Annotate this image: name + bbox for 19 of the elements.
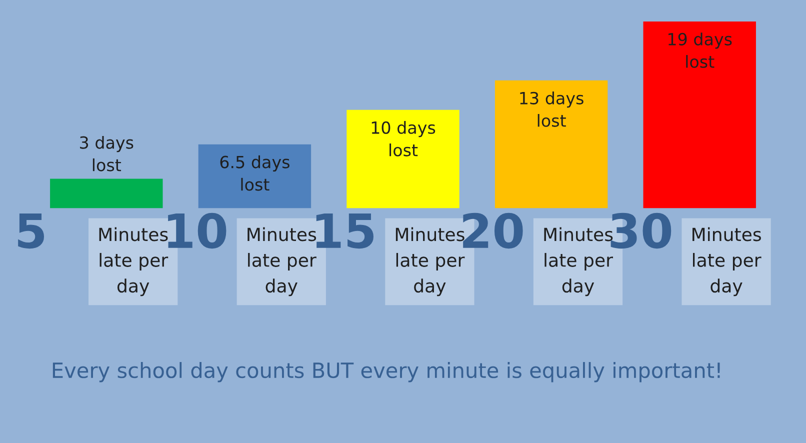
data-label: 10 days lost: [372, 121, 436, 156]
x-tick-label: 20: [463, 212, 523, 249]
text: Minutes late per day: [248, 227, 316, 296]
x-tick-label: 30: [610, 212, 672, 249]
x-tick-label: 10: [168, 212, 226, 249]
bar: [643, 21, 756, 208]
x-tick-label: 5: [18, 213, 44, 249]
data-label: 19 days lost: [668, 32, 732, 68]
data-label: 6.5 days lost: [220, 155, 290, 191]
data-label: 13 days lost: [520, 92, 584, 127]
text: Every school day counts BUT every minute is equally important!: [52, 362, 720, 382]
bar: [50, 178, 163, 208]
bar: [346, 110, 460, 208]
bar: [198, 144, 312, 208]
x-tick-label: 15: [316, 213, 374, 249]
text: Minutes late per day: [692, 227, 762, 296]
data-label: 3 days lost: [80, 136, 134, 172]
bar: [494, 80, 608, 208]
text: Minutes late per day: [99, 227, 168, 296]
